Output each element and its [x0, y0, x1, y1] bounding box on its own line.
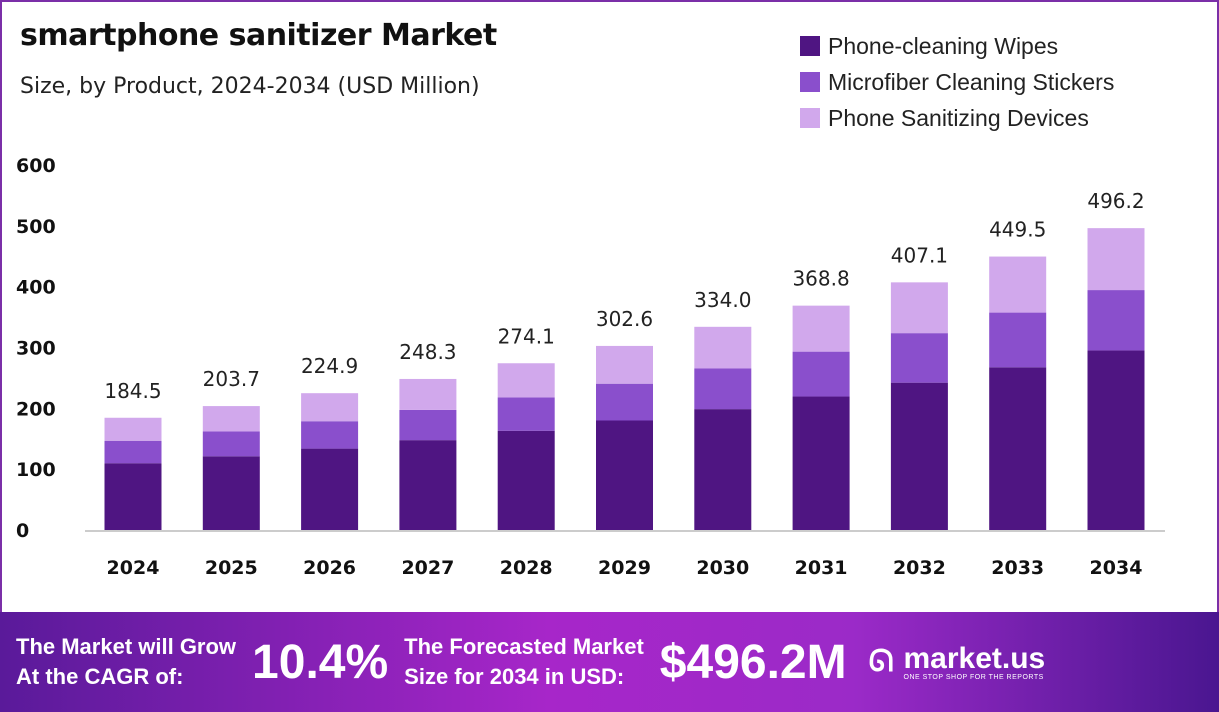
logo-icon: ᘏ	[868, 645, 894, 678]
bar-segment-0	[497, 430, 555, 530]
legend-item-devices: Phone Sanitizing Devices	[800, 100, 1114, 136]
x-tick-label: 2027	[401, 557, 454, 579]
forecast-value: $496.2M	[659, 635, 847, 689]
x-tick-label: 2034	[1090, 557, 1143, 579]
bar-segment-2	[694, 326, 752, 369]
cagr-value: 10.4%	[252, 635, 389, 689]
bar-segment-1	[596, 383, 653, 421]
bar-chart: 0 100 200 300 400 500 600 184.5 2024 203.7 2025 224…	[16, 155, 1165, 579]
chart-subtitle: Size, by Product, 2024-2034 (USD Million…	[20, 74, 480, 99]
logo-tagline: ONE STOP SHOP FOR THE REPORTS	[903, 673, 1044, 681]
bar-segment-0	[989, 367, 1047, 530]
chart-title: smartphone sanitizer Market	[20, 18, 497, 53]
forecast-label-line-1: The Forecasted Market	[404, 634, 644, 659]
data-label: 184.5	[104, 379, 161, 403]
bar-segment-2	[202, 406, 260, 432]
bar-segment-0	[792, 396, 850, 530]
bar-segment-0	[399, 440, 457, 530]
bar-segment-1	[890, 333, 948, 383]
bar-segment-0	[890, 382, 948, 530]
legend-swatch	[800, 108, 820, 128]
x-tick-label: 2025	[205, 557, 258, 579]
y-tick-label: 400	[16, 277, 56, 299]
y-tick-label: 0	[16, 520, 29, 542]
y-tick-label: 500	[16, 216, 56, 238]
legend-item-wipes: Phone-cleaning Wipes	[800, 28, 1114, 64]
bar-segment-1	[497, 397, 555, 431]
bar-segment-1	[399, 409, 457, 441]
bar-segment-1	[301, 421, 359, 449]
legend-label: Microfiber Cleaning Stickers	[828, 68, 1115, 95]
x-tick-label: 2029	[598, 557, 651, 579]
bar-segment-1	[694, 368, 752, 410]
x-tick-label: 2031	[795, 557, 848, 579]
forecast-label-line-2: Size for 2034 in USD:	[404, 664, 625, 689]
legend-swatch	[800, 72, 820, 92]
summary-banner: The Market will Grow At the CAGR of: 10.4…	[0, 612, 1219, 712]
x-tick-label: 2028	[500, 557, 553, 579]
x-tick-label: 2026	[303, 557, 356, 579]
data-label: 334.0	[694, 288, 751, 312]
x-tick-label: 2030	[696, 557, 749, 579]
bar-segment-1	[1087, 290, 1145, 351]
market-us-logo: ᘏ market.us ONE STOP SHOP FOR THE REPORTS	[868, 641, 1046, 681]
data-label: 224.9	[301, 354, 358, 378]
data-label: 248.3	[399, 340, 456, 364]
data-label: 496.2	[1087, 189, 1144, 213]
bar-segment-2	[890, 282, 948, 334]
y-tick-label: 100	[16, 459, 56, 481]
bar-segment-0	[301, 448, 359, 530]
y-tick-label: 600	[16, 155, 56, 177]
cagr-label: The Market will Grow At the CAGR of:	[16, 632, 236, 692]
bar-segment-2	[497, 363, 555, 398]
bar-segment-1	[104, 440, 162, 464]
legend-label: Phone-cleaning Wipes	[828, 32, 1059, 59]
forecast-label: The Forecasted Market Size for 2034 in US…	[404, 632, 644, 692]
bar-segment-2	[1087, 228, 1145, 291]
data-label: 368.8	[792, 267, 849, 291]
x-tick-label: 2033	[991, 557, 1044, 579]
y-tick-label: 200	[16, 398, 56, 420]
data-label: 203.7	[203, 367, 260, 391]
data-label: 302.6	[596, 307, 653, 331]
cagr-label-line-2: At the CAGR of:	[16, 664, 184, 689]
bar-segment-0	[1087, 350, 1145, 530]
legend-item-stickers: Microfiber Cleaning Stickers	[800, 64, 1114, 100]
bar-segment-0	[202, 456, 260, 530]
data-label: 274.1	[498, 324, 555, 348]
bar-segment-1	[792, 351, 850, 397]
x-tick-label: 2032	[893, 557, 946, 579]
bar-segment-2	[989, 256, 1047, 313]
legend-swatch	[800, 36, 820, 56]
logo-name: market.us	[903, 641, 1046, 675]
bar-segment-2	[596, 345, 653, 384]
legend: Phone-cleaning Wipes Microfiber Cleaning…	[800, 28, 1114, 136]
y-tick-label: 300	[16, 338, 56, 360]
x-tick-label: 2024	[107, 557, 160, 579]
data-label: 449.5	[989, 218, 1046, 242]
bar-segment-2	[399, 378, 457, 410]
bar-segment-0	[104, 463, 162, 530]
bar-segment-1	[202, 431, 260, 457]
bar-segment-2	[301, 393, 359, 422]
data-label: 407.1	[891, 243, 948, 267]
legend-label: Phone Sanitizing Devices	[828, 104, 1089, 131]
bar-segment-2	[104, 417, 162, 441]
bar-segment-1	[989, 312, 1047, 368]
bar-segment-2	[792, 305, 850, 352]
cagr-label-line-1: The Market will Grow	[16, 634, 237, 659]
bar-segment-0	[694, 409, 752, 530]
bar-segment-0	[596, 420, 653, 530]
